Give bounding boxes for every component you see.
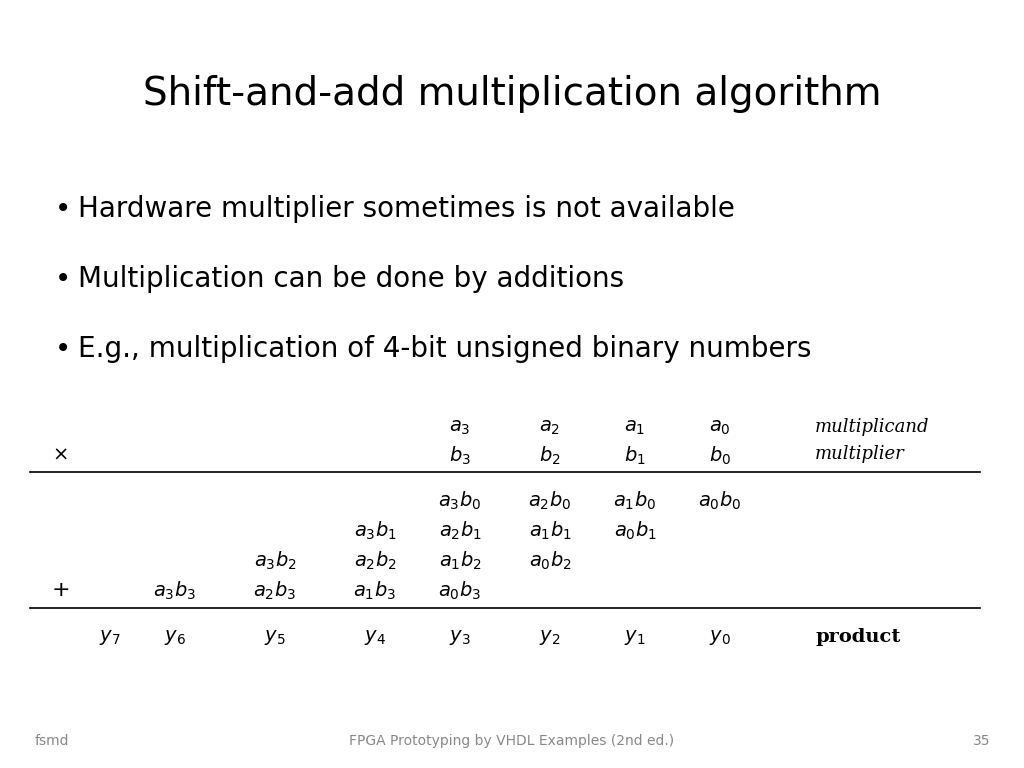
Text: •: • [55,265,72,293]
Text: $a_1b_1$: $a_1b_1$ [528,520,571,542]
Text: $a_0b_1$: $a_0b_1$ [613,520,656,542]
Text: $y_6$: $y_6$ [164,628,186,647]
Text: $a_3b_3$: $a_3b_3$ [154,580,197,602]
Text: $a_2b_3$: $a_2b_3$ [254,580,297,602]
Text: $y_1$: $y_1$ [625,628,646,647]
Text: $b_3$: $b_3$ [450,445,471,467]
Text: E.g., multiplication of 4-bit unsigned binary numbers: E.g., multiplication of 4-bit unsigned b… [78,335,811,363]
Text: $a_0b_2$: $a_0b_2$ [528,550,571,572]
Text: $y_0$: $y_0$ [709,628,731,647]
Text: $y_5$: $y_5$ [264,628,286,647]
Text: $+$: $+$ [51,580,70,600]
Text: $y_3$: $y_3$ [450,628,471,647]
Text: $y_7$: $y_7$ [99,628,121,647]
Text: product: product [815,628,900,646]
Text: multiplier: multiplier [815,445,905,463]
Text: $a_1b_3$: $a_1b_3$ [353,580,396,602]
Text: $\times$: $\times$ [52,445,68,464]
Text: $a_3$: $a_3$ [450,418,471,437]
Text: Hardware multiplier sometimes is not available: Hardware multiplier sometimes is not ava… [78,195,735,223]
Text: $a_0$: $a_0$ [710,418,731,437]
Text: 35: 35 [973,734,990,748]
Text: $b_1$: $b_1$ [624,445,646,467]
Text: $a_2$: $a_2$ [540,418,560,437]
Text: $y_2$: $y_2$ [540,628,560,647]
Text: $a_1$: $a_1$ [625,418,646,437]
Text: $a_1b_2$: $a_1b_2$ [438,550,481,572]
Text: Shift-and-add multiplication algorithm: Shift-and-add multiplication algorithm [142,75,882,113]
Text: $a_1b_0$: $a_1b_0$ [613,490,656,512]
Text: $a_0b_3$: $a_0b_3$ [438,580,481,602]
Text: $a_2b_1$: $a_2b_1$ [438,520,481,542]
Text: $y_4$: $y_4$ [365,628,386,647]
Text: $a_3b_1$: $a_3b_1$ [353,520,396,542]
Text: $a_3b_0$: $a_3b_0$ [438,490,481,512]
Text: $a_3b_2$: $a_3b_2$ [254,550,296,572]
Text: •: • [55,335,72,363]
Text: •: • [55,195,72,223]
Text: $a_2b_0$: $a_2b_0$ [528,490,571,512]
Text: Multiplication can be done by additions: Multiplication can be done by additions [78,265,624,293]
Text: $b_0$: $b_0$ [709,445,731,467]
Text: FPGA Prototyping by VHDL Examples (2nd ed.): FPGA Prototyping by VHDL Examples (2nd e… [349,734,675,748]
Text: multiplicand: multiplicand [815,418,930,436]
Text: $b_2$: $b_2$ [540,445,561,467]
Text: $a_2b_2$: $a_2b_2$ [353,550,396,572]
Text: $a_0b_0$: $a_0b_0$ [698,490,741,512]
Text: fsmd: fsmd [35,734,70,748]
